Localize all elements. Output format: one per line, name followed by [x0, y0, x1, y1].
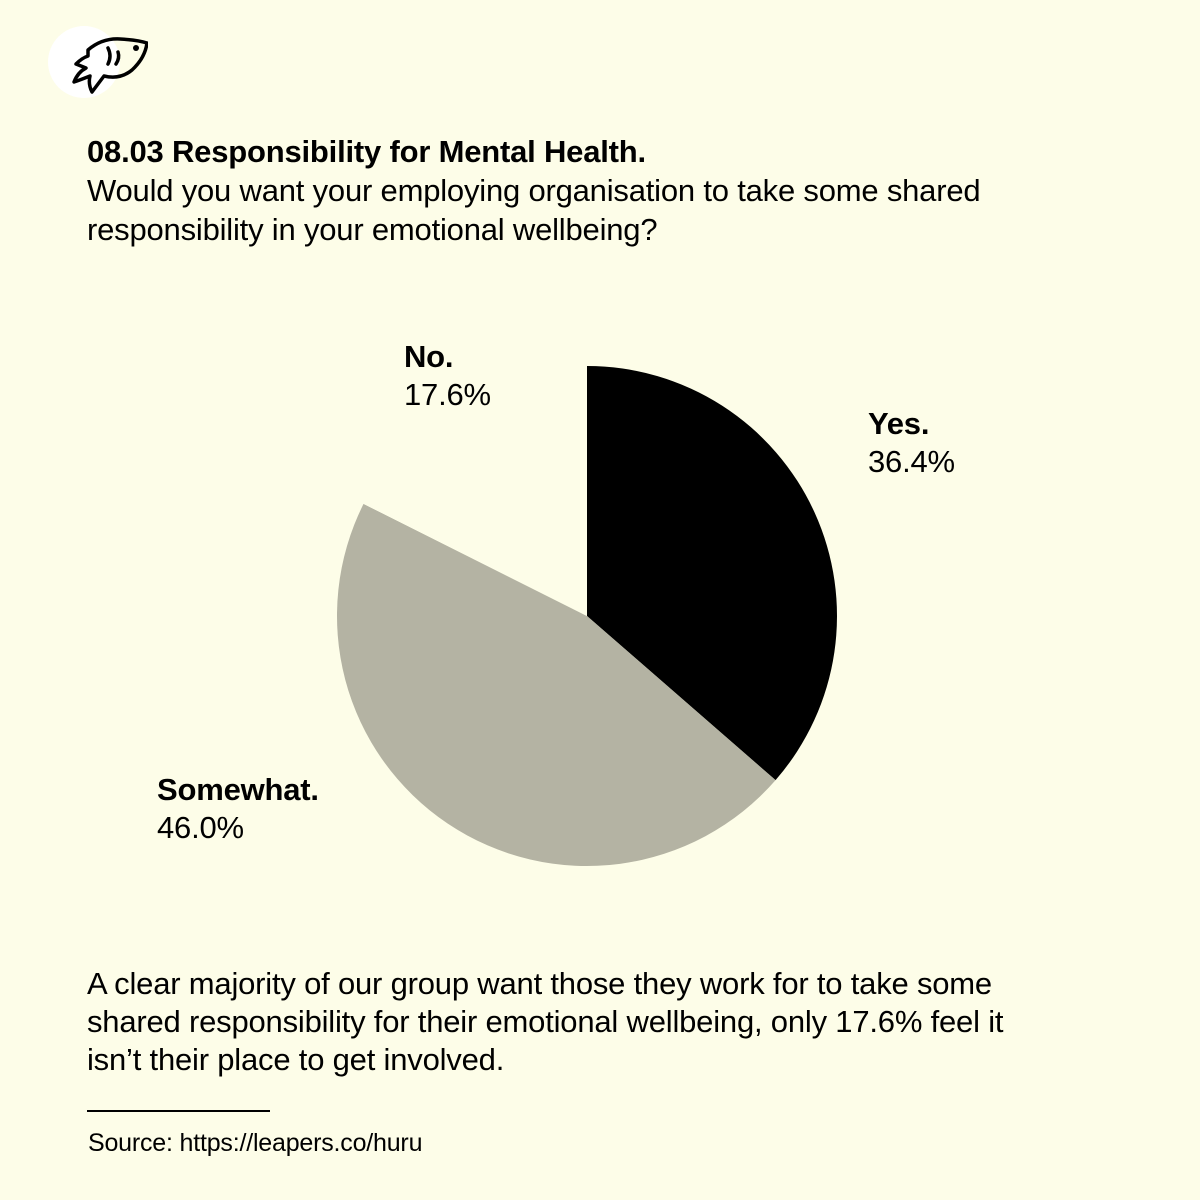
label-no-value: 17.6%: [404, 377, 491, 412]
chart-heading: 08.03 Responsibility for Mental Health. …: [87, 133, 1087, 249]
pie-slice-somewhat: [337, 503, 776, 867]
pie-slice-yes: [587, 366, 838, 781]
label-somewhat: Somewhat. 46.0%: [157, 771, 319, 847]
label-yes-value: 36.4%: [868, 444, 955, 479]
chart-subtitle: Would you want your employing organisati…: [87, 173, 981, 247]
pie-chart: No. 17.6% Yes. 36.4% Somewhat. 46.0%: [0, 300, 1200, 920]
label-yes-name: Yes.: [868, 406, 930, 441]
label-no-name: No.: [404, 339, 454, 374]
label-somewhat-name: Somewhat.: [157, 772, 319, 807]
footer-divider: [87, 1110, 270, 1112]
label-somewhat-value: 46.0%: [157, 810, 244, 845]
fish-logo-icon: [48, 26, 148, 98]
source-citation: Source: https://leapers.co/huru: [88, 1129, 423, 1157]
label-no: No. 17.6%: [404, 338, 491, 414]
label-yes: Yes. 36.4%: [868, 405, 955, 481]
brand-logo: [48, 26, 148, 98]
pie-slice-no: [363, 366, 587, 616]
pie-chart-svg: [337, 366, 838, 867]
chart-title: 08.03 Responsibility for Mental Health.: [87, 134, 646, 169]
summary-text: A clear majority of our group want those…: [87, 966, 1004, 1077]
